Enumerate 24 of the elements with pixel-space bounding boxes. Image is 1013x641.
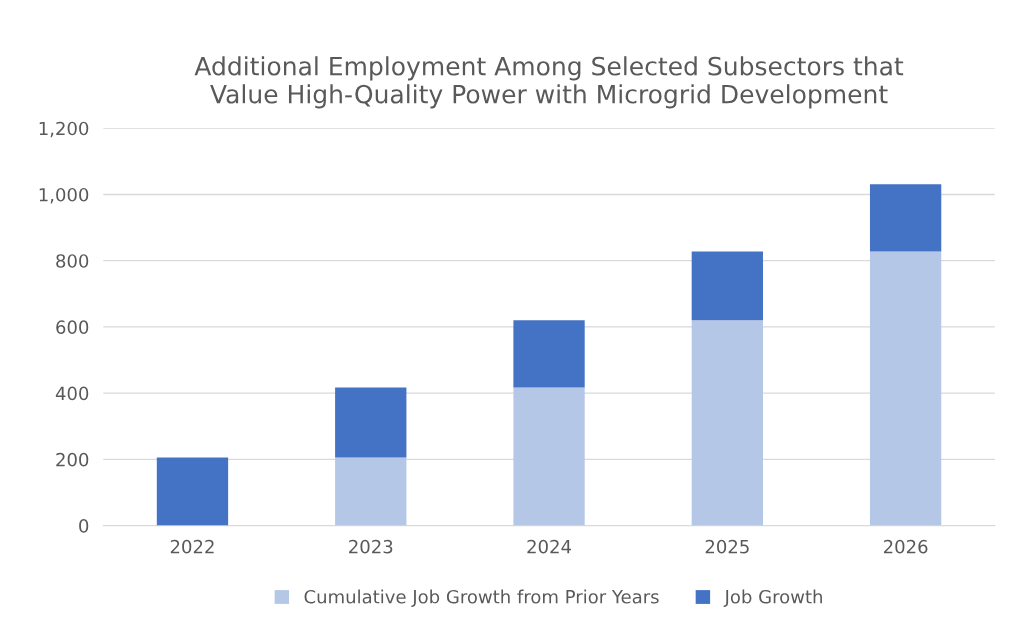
x-tick-label: 2022 [170, 539, 214, 554]
y-tick-label: 1,200 [39, 121, 89, 138]
bar [156, 457, 229, 526]
chart-title: Additional Employment Among Selected Subsectors that Value High-Quality Power with Microgrid Development [194, 56, 904, 109]
bar [869, 184, 942, 252]
legend-label: Cumulative Job Growth from Prior Years [304, 589, 659, 607]
y-tick-label: 400 [55, 386, 89, 401]
y-tick-label: 200 [56, 452, 89, 467]
bar [869, 251, 942, 526]
x-tick-label: 2024 [527, 539, 572, 554]
bar [513, 387, 585, 526]
legend-label: Job Growth [723, 589, 822, 607]
y-tick-label: 600 [56, 320, 89, 335]
bar [335, 457, 407, 526]
x-tick-label: 2025 [705, 539, 749, 554]
bar [513, 320, 585, 388]
x-tick-label: 2023 [349, 539, 393, 554]
y-tick-label: 800 [56, 254, 89, 268]
y-tick-label: 1,000 [39, 187, 89, 204]
y-tick-label: 0 [79, 519, 89, 533]
x-tick-label: 2026 [883, 539, 928, 554]
bar [335, 387, 407, 458]
bar [691, 251, 763, 321]
bar [691, 320, 763, 526]
